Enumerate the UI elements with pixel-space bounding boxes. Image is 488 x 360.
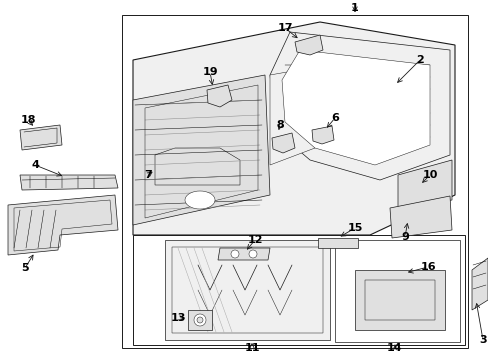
Polygon shape xyxy=(20,175,118,190)
Text: 18: 18 xyxy=(20,115,36,125)
Text: 8: 8 xyxy=(276,120,284,130)
Polygon shape xyxy=(397,160,451,210)
Polygon shape xyxy=(164,240,329,340)
Polygon shape xyxy=(271,133,294,153)
Polygon shape xyxy=(133,22,454,235)
Polygon shape xyxy=(133,235,464,345)
Text: 15: 15 xyxy=(346,223,362,233)
Text: 16: 16 xyxy=(419,262,435,272)
Text: 12: 12 xyxy=(247,235,262,245)
Polygon shape xyxy=(471,258,487,310)
Circle shape xyxy=(248,250,257,258)
Polygon shape xyxy=(269,68,314,165)
Text: 7: 7 xyxy=(144,170,152,180)
Text: 9: 9 xyxy=(400,232,408,242)
Polygon shape xyxy=(269,32,449,180)
Circle shape xyxy=(194,314,205,326)
Ellipse shape xyxy=(184,191,215,209)
Polygon shape xyxy=(334,240,459,342)
Text: 5: 5 xyxy=(21,263,29,273)
Polygon shape xyxy=(389,196,451,238)
Text: 13: 13 xyxy=(170,313,185,323)
Polygon shape xyxy=(20,125,62,150)
Polygon shape xyxy=(317,238,357,248)
Polygon shape xyxy=(311,126,333,144)
Polygon shape xyxy=(187,310,212,330)
Text: 11: 11 xyxy=(244,343,259,353)
Circle shape xyxy=(197,317,203,323)
Text: 4: 4 xyxy=(31,160,39,170)
Text: 1: 1 xyxy=(350,3,358,13)
Text: 10: 10 xyxy=(422,170,437,180)
Polygon shape xyxy=(206,85,231,107)
Text: 17: 17 xyxy=(277,23,292,33)
Text: 3: 3 xyxy=(478,335,486,345)
Polygon shape xyxy=(8,195,118,255)
Polygon shape xyxy=(294,35,323,55)
Circle shape xyxy=(230,250,239,258)
Polygon shape xyxy=(122,15,467,348)
Text: 14: 14 xyxy=(386,343,402,353)
Text: 6: 6 xyxy=(330,113,338,123)
Polygon shape xyxy=(133,75,269,225)
Polygon shape xyxy=(354,270,444,330)
Text: 2: 2 xyxy=(415,55,423,65)
Text: 19: 19 xyxy=(202,67,217,77)
Polygon shape xyxy=(218,248,269,260)
Polygon shape xyxy=(282,50,429,165)
